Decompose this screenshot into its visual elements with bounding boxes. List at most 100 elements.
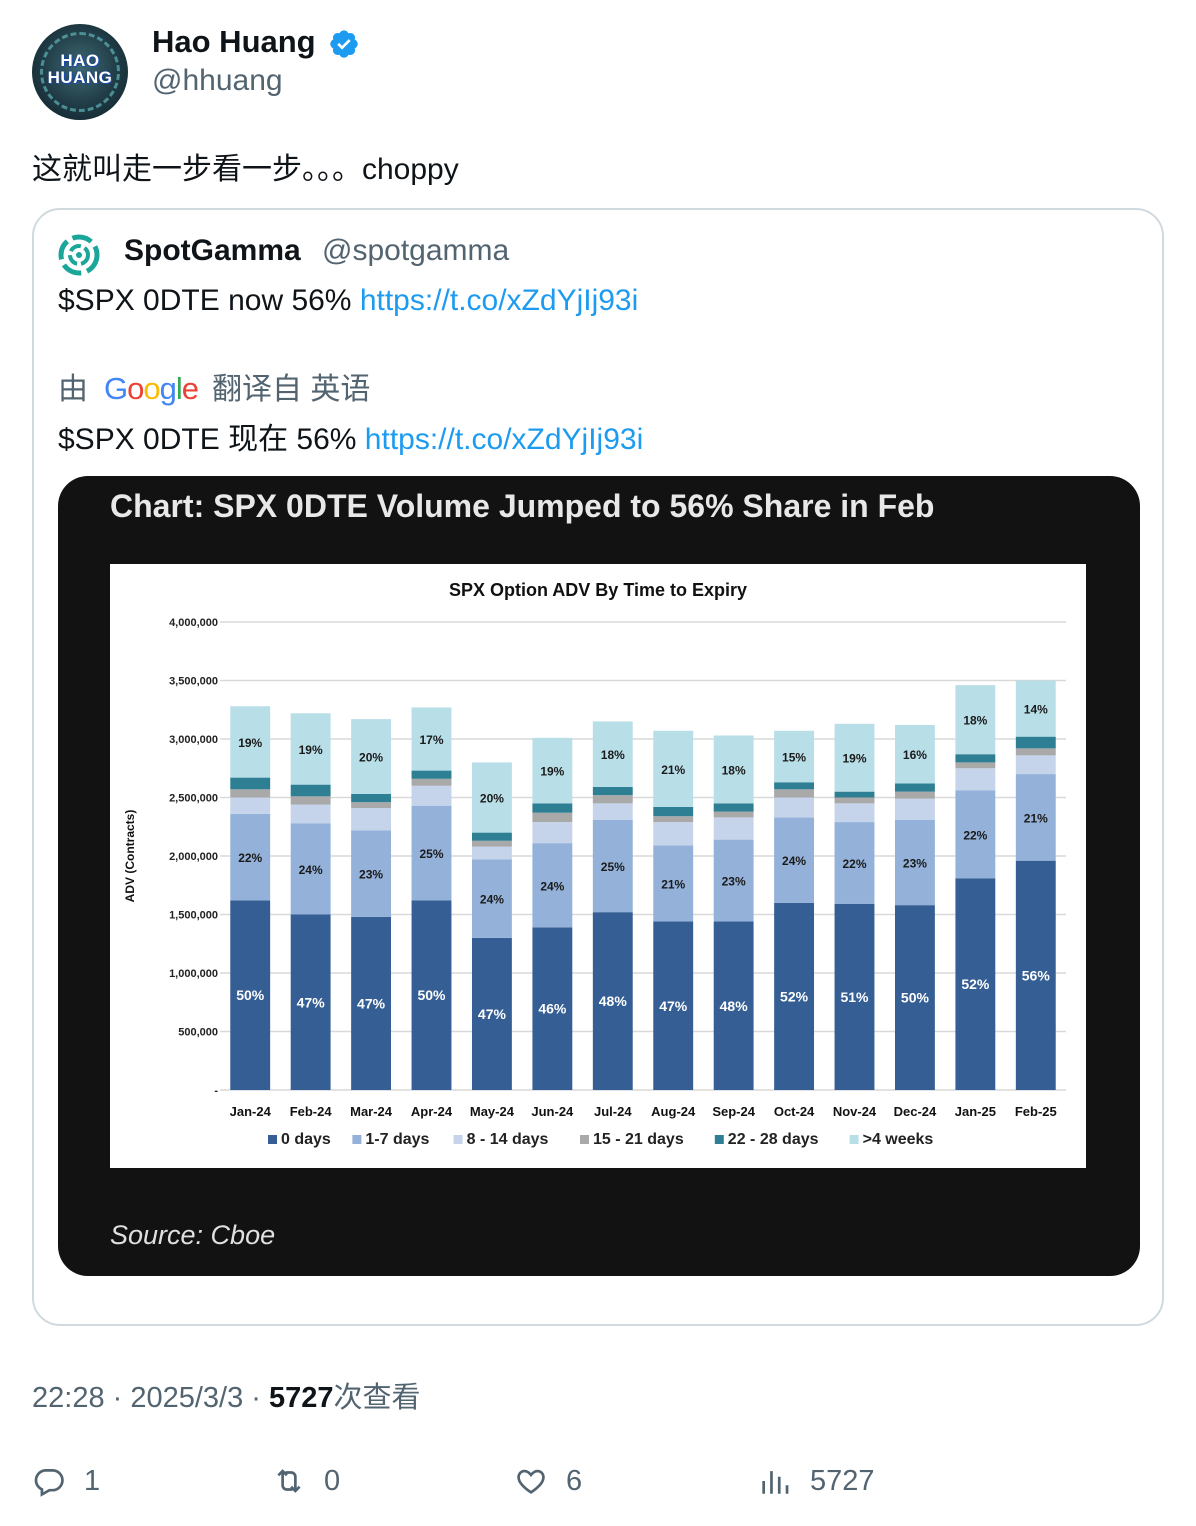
bar-segment <box>290 713 331 785</box>
bar-segment <box>351 830 392 917</box>
bar-segment <box>411 707 452 771</box>
legend-label: 1-7 days <box>365 1131 429 1148</box>
bar-segment <box>713 817 754 840</box>
data-label: 19% <box>842 752 866 766</box>
bar-segment <box>774 817 815 903</box>
bar-segment <box>955 768 996 791</box>
bar-segment <box>230 797 271 814</box>
data-label: 51% <box>840 989 869 1005</box>
bar-segment <box>1015 755 1056 775</box>
bar-segment <box>834 791 875 798</box>
media-image[interactable]: Chart: SPX 0DTE Volume Jumped to 56% Sha… <box>58 476 1140 1276</box>
data-label: 21% <box>1024 811 1048 825</box>
retweet-button[interactable]: 0 <box>272 1456 340 1506</box>
data-label: 17% <box>419 733 443 747</box>
bar-segment <box>592 819 633 913</box>
x-tick-label: May-24 <box>470 1104 515 1119</box>
author-name[interactable]: Hao Huang <box>152 24 316 59</box>
bar-segment <box>532 843 573 928</box>
data-label: 21% <box>661 763 685 777</box>
bar-segment <box>774 797 815 818</box>
bar-segment <box>290 804 331 824</box>
translation-suffix: 翻译自 英语 <box>212 373 371 406</box>
x-tick-label: Jan-25 <box>955 1104 996 1119</box>
x-tick-label: Jan-24 <box>230 1104 272 1119</box>
x-tick-label: Apr-24 <box>411 1104 453 1119</box>
legend-swatch <box>580 1135 589 1144</box>
translated-text: $SPX 0DTE 现在 56% https://t.co/xZdYjIj93i <box>58 414 643 458</box>
legend-swatch <box>453 1135 463 1144</box>
quote-author-handle[interactable]: @spotgamma <box>322 234 510 267</box>
data-label: 48% <box>599 993 628 1009</box>
data-label: 52% <box>961 976 990 992</box>
data-label: 24% <box>480 893 504 907</box>
bar-segment <box>1015 774 1056 861</box>
bar-segment <box>713 921 754 1090</box>
tweet-timestamp[interactable]: 22:28 · 2025/3/3 · <box>32 1382 269 1414</box>
author-handle[interactable]: @hhuang <box>152 64 283 97</box>
legend-label: 0 days <box>281 1131 331 1148</box>
data-label: 50% <box>901 990 930 1006</box>
bar-segment <box>471 840 512 847</box>
data-label: 56% <box>1022 967 1051 983</box>
reply-count: 1 <box>84 1464 101 1497</box>
bar-segment <box>351 793 392 803</box>
tweet-meta: 22:28 · 2025/3/3 · 5727次查看 <box>32 1374 421 1416</box>
bar-segment <box>653 822 694 846</box>
bar-segment <box>653 921 694 1090</box>
y-tick-label: 3,000,000 <box>169 734 218 746</box>
y-tick-label: 1,500,000 <box>169 910 218 922</box>
translated-link[interactable]: https://t.co/xZdYjIj93i <box>364 423 644 456</box>
bar-segment <box>592 803 633 820</box>
quote-link[interactable]: https://t.co/xZdYjIj93i <box>359 284 639 317</box>
data-label: 24% <box>299 863 323 877</box>
bar-segment <box>774 902 815 1090</box>
data-label: 25% <box>419 847 443 861</box>
google-letter: g <box>159 371 177 406</box>
google-logo: Google <box>104 371 199 406</box>
bar-segment <box>653 730 694 807</box>
bar-segment <box>532 822 573 844</box>
reply-button[interactable]: 1 <box>32 1456 100 1506</box>
media-card-title: Chart: SPX 0DTE Volume Jumped to 56% Sha… <box>110 488 935 524</box>
quote-tweet[interactable]: SpotGamma @spotgamma $SPX 0DTE now 56% h… <box>32 208 1164 1326</box>
avatar[interactable]: HAO HUANG <box>32 24 128 120</box>
data-label: 46% <box>538 1001 567 1017</box>
bar-segment <box>230 706 271 778</box>
data-label: 48% <box>720 998 749 1014</box>
google-letter: l <box>175 371 183 406</box>
chart-panel: SPX Option ADV By Time to Expiry - 500,000… <box>110 564 1086 1168</box>
bar-segment <box>774 782 815 790</box>
bar-segment <box>834 822 875 904</box>
google-letter: e <box>181 371 199 406</box>
like-button[interactable]: 6 <box>514 1456 582 1506</box>
bar-segment <box>592 721 633 787</box>
data-label: 16% <box>903 748 927 762</box>
bar-segment <box>471 859 512 938</box>
y-tick-label: 3,500,000 <box>169 676 218 688</box>
data-label: 23% <box>359 868 383 882</box>
x-tick-label: Jul-24 <box>594 1104 632 1119</box>
legend-swatch <box>714 1135 724 1144</box>
bar-segment <box>532 927 573 1090</box>
bar-segment <box>834 797 875 804</box>
retweet-count: 0 <box>324 1464 341 1497</box>
data-label: 20% <box>359 751 383 765</box>
verified-badge-icon <box>330 30 358 58</box>
quote-text: $SPX 0DTE now 56% https://t.co/xZdYjIj93… <box>58 284 638 318</box>
data-label: 19% <box>238 736 262 750</box>
bar-segment <box>532 812 573 823</box>
data-label: 47% <box>357 995 386 1011</box>
bar-segment <box>894 905 935 1090</box>
google-letter: o <box>127 371 144 406</box>
like-count: 6 <box>566 1464 583 1497</box>
bar-segment <box>894 791 935 799</box>
data-label: 20% <box>480 792 504 806</box>
y-tick-label: 500,000 <box>178 1027 218 1039</box>
data-label: 21% <box>661 877 685 891</box>
quote-author-name[interactable]: SpotGamma <box>124 234 301 267</box>
views-button[interactable]: 5727 <box>758 1456 875 1506</box>
legend-label: 22 - 28 days <box>728 1131 819 1148</box>
bar-segment <box>230 900 271 1090</box>
bar-segment <box>411 805 452 901</box>
